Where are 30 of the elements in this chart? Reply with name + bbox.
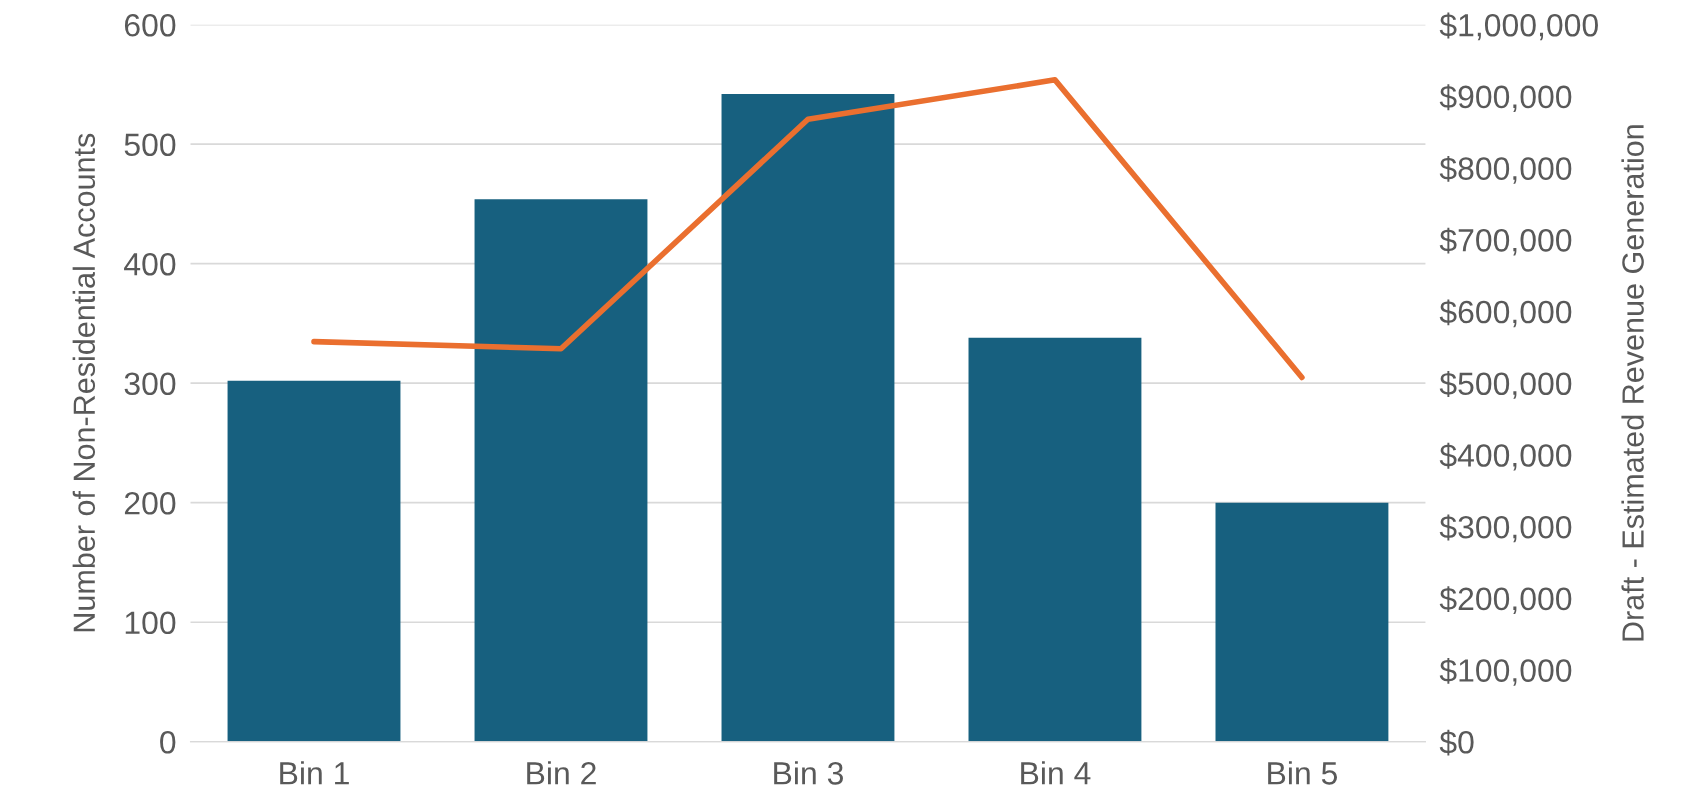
x-tick-label: Bin 4 <box>1021 761 1091 785</box>
y2-axis-title: Draft - Estimated Revenue Generation <box>1621 125 1644 641</box>
x-tick-label: Bin 1 <box>280 761 349 785</box>
y2-tick-label: $400,000 <box>1439 442 1572 471</box>
y2-tick-label: $200,000 <box>1439 586 1572 614</box>
y2-tick-label: $1,000,000 <box>1439 12 1598 41</box>
y2-tick-label: $500,000 <box>1439 371 1572 399</box>
y2-tick-label: $700,000 <box>1439 227 1572 256</box>
x-tick-label: Bin 3 <box>774 761 843 785</box>
x-tick-label: Bin 2 <box>527 761 596 785</box>
bar <box>474 199 648 742</box>
y-tick-label: 100 <box>125 611 176 635</box>
bar <box>968 337 1142 742</box>
bar <box>1215 502 1389 742</box>
y-tick-label: 200 <box>124 491 176 515</box>
y2-tick-label: $100,000 <box>1439 657 1572 686</box>
y2-tick-label: $300,000 <box>1439 514 1572 543</box>
y-tick-label: 400 <box>124 252 176 276</box>
bar <box>227 380 401 742</box>
x-tick-label: Bin 5 <box>1268 761 1338 785</box>
y-tick-label: 300 <box>124 372 176 396</box>
y-tick-label: 0 <box>160 731 176 754</box>
bar <box>721 93 895 742</box>
y2-tick-label: $600,000 <box>1439 299 1572 328</box>
y-tick-label: 600 <box>124 13 176 37</box>
y-tick-label: 500 <box>124 133 176 157</box>
y2-tick-label: $800,000 <box>1439 155 1572 184</box>
y2-tick-label: $0 <box>1439 729 1474 756</box>
y2-tick-label: $900,000 <box>1439 84 1572 113</box>
y-axis-title: Number of Non-Residential Accounts <box>72 133 96 632</box>
